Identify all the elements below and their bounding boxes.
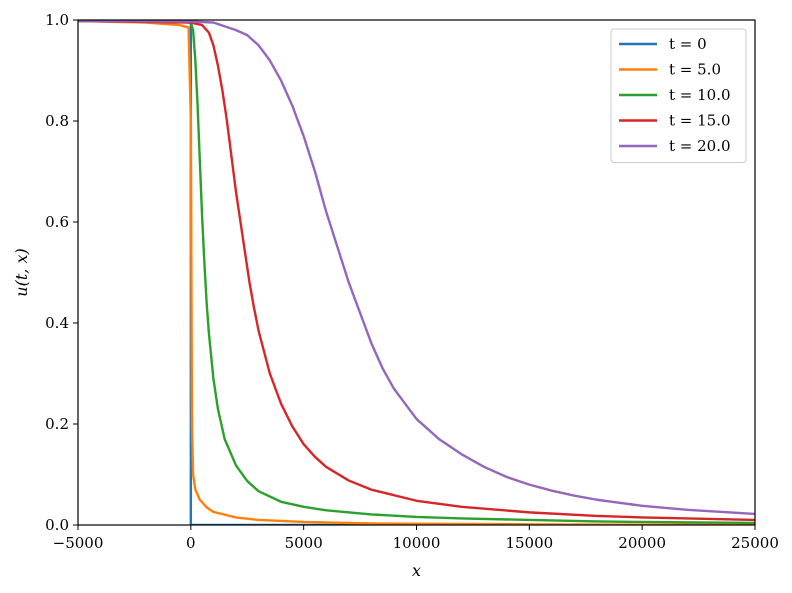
y-tick-label: 1.0: [45, 11, 69, 29]
legend-label-3: t = 15.0: [669, 112, 731, 130]
y-tick-label: 0.0: [45, 516, 69, 534]
legend-label-1: t = 5.0: [669, 61, 721, 79]
y-tick-label: 0.8: [45, 112, 69, 130]
legend-label-4: t = 20.0: [669, 137, 731, 155]
legend-box: [610, 28, 747, 163]
x-tick-label: 15000: [505, 534, 553, 552]
x-axis-label: x: [412, 561, 421, 580]
x-tick-label: 10000: [393, 534, 441, 552]
ticks-layer: −5000 0 5000 10000 15000 20000 25000 0.0 0.2 0.4 0…: [45, 11, 779, 552]
legend-label-2: t = 10.0: [669, 86, 731, 104]
series-line-1: [78, 20, 755, 525]
legend: t = 0 t = 5.0 t = 10.0 t = 15.0 t = 20.0: [610, 28, 747, 163]
series-line-4: [78, 20, 755, 516]
y-tick-label: 0.4: [45, 314, 69, 332]
series-line-2: [78, 20, 755, 525]
x-tick-label: 20000: [618, 534, 666, 552]
x-tick-label: 25000: [731, 534, 779, 552]
lines-layer: [78, 20, 755, 525]
legend-label-0: t = 0: [669, 35, 707, 53]
y-tick-label: 0.6: [45, 213, 69, 231]
x-tick-label: 5000: [285, 534, 323, 552]
x-tick-label: 0: [186, 534, 196, 552]
x-tick-label: −5000: [53, 534, 104, 552]
series-line-3: [78, 20, 755, 522]
y-tick-label: 0.2: [45, 415, 69, 433]
y-axis-label: u(t, x): [12, 248, 31, 296]
